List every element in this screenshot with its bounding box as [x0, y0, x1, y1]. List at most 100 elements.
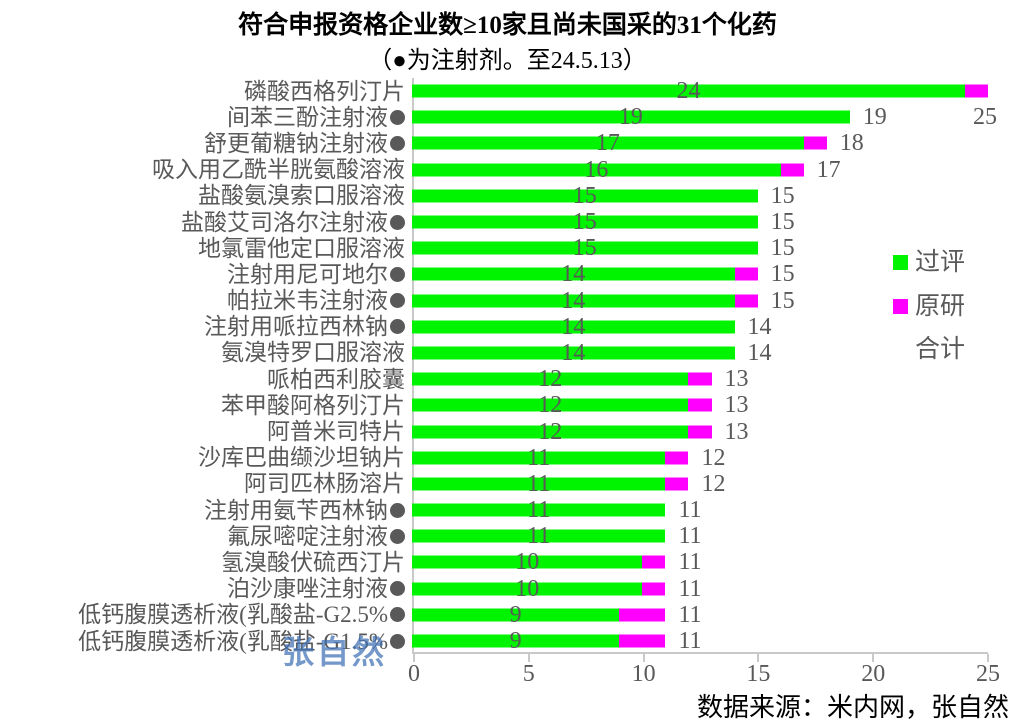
- category-label: 低钙腹膜透析液(乳酸盐-G1.5%: [0, 628, 412, 654]
- category-label-text: 阿司匹林肠溶片: [244, 471, 405, 497]
- category-label: 泊沙康唑注射液: [0, 576, 412, 602]
- injection-dot-icon: [390, 633, 405, 649]
- legend: 过评 原研 合计: [893, 249, 965, 380]
- bar-track: 9 11: [412, 628, 988, 654]
- axis-tick: [872, 654, 875, 662]
- injection-dot-icon: [390, 581, 405, 597]
- category-label-text: 吸入用乙酰半胱氨酸溶液: [152, 157, 405, 183]
- bar-track: 19 19: [412, 104, 988, 130]
- chart-row: 低钙腹膜透析液(乳酸盐-G1.5% 9 11: [0, 628, 988, 654]
- stacked-bar: [412, 398, 988, 412]
- original-bar-segment: [734, 294, 758, 308]
- bar-track: 12 13: [412, 418, 988, 444]
- passed-bar-segment: [412, 477, 666, 491]
- legend-item-total: 合计: [893, 336, 965, 364]
- passed-bar-segment: [412, 582, 643, 596]
- chart-row: 阿司匹林肠溶片 11 12: [0, 471, 988, 497]
- bar-track: 15 15: [412, 183, 988, 209]
- injection-dot-icon: [390, 293, 405, 309]
- category-label-text: 注射用尼可地尔: [227, 261, 388, 287]
- chart-row: 盐酸艾司洛尔注射液 15 15: [0, 209, 988, 235]
- bar-track: 16 17: [412, 157, 988, 183]
- legend-original-label: 原研: [915, 292, 966, 320]
- category-label-text: 苯甲酸阿格列汀片: [221, 392, 405, 418]
- bar-track: 12 13: [412, 392, 988, 418]
- category-label: 磷酸西格列汀片: [0, 78, 412, 104]
- category-label-text: 帕拉米韦注射液: [227, 288, 388, 314]
- chart-row: 苯甲酸阿格列汀片 12 13: [0, 392, 988, 418]
- total-value-label: 12: [701, 444, 726, 471]
- chart-title: 符合申报资格企业数≥10家且尚未国采的31个化药: [238, 12, 777, 39]
- category-label: 苯甲酸阿格列汀片: [0, 392, 412, 418]
- original-bar-segment: [665, 477, 689, 491]
- original-bar-segment: [803, 136, 827, 150]
- category-label: 地氯雷他定口服溶液: [0, 235, 412, 261]
- category-label: 注射用氨苄西林钠: [0, 497, 412, 523]
- original-bar-segment: [619, 634, 666, 648]
- passed-bar-segment: [412, 163, 781, 177]
- category-label-text: 盐酸氨溴索口服溶液: [198, 183, 405, 209]
- passed-bar-segment: [412, 215, 758, 229]
- axis-tick-label: 5: [522, 661, 535, 687]
- total-value-label: 15: [770, 182, 795, 209]
- total-value-label: 25: [973, 104, 997, 131]
- chart-subtitle: （●为注射剂。至24.5.13）: [368, 48, 647, 74]
- category-label-text: 氨溴特罗口服溶液: [221, 340, 405, 366]
- total-value-label: 15: [770, 261, 795, 288]
- legend-passed-label: 过评: [915, 249, 966, 276]
- bar-track: 11 11: [412, 497, 988, 523]
- chart-row: 吸入用乙酰半胱氨酸溶液 16 17: [0, 157, 988, 183]
- category-label-text: 注射用哌拉西林钠: [204, 314, 388, 340]
- total-value-label: 13: [724, 418, 749, 445]
- bar-track: 17 18: [412, 130, 988, 156]
- chart-row: 哌柏西利胶囊 12 13: [0, 366, 988, 392]
- stacked-bar: [412, 215, 988, 229]
- original-swatch-icon: [893, 298, 908, 314]
- stacked-bar: [412, 634, 988, 648]
- axis-tick: [527, 654, 530, 662]
- total-value-label: 11: [678, 497, 702, 524]
- category-label: 低钙腹膜透析液(乳酸盐-G2.5%: [0, 602, 412, 628]
- stacked-bar: [412, 241, 988, 255]
- category-label: 哌柏西利胶囊: [0, 366, 412, 392]
- passed-bar-segment: [412, 267, 735, 281]
- stacked-bar: [412, 425, 988, 439]
- injection-dot-icon: [390, 528, 405, 544]
- category-label: 沙库巴曲缬沙坦钠片: [0, 445, 412, 471]
- legend-item-original: 原研: [893, 293, 965, 321]
- passed-bar-segment: [412, 608, 620, 622]
- passed-bar-segment: [412, 451, 666, 465]
- legend-total-label: 合计: [915, 336, 966, 363]
- original-bar-segment: [780, 163, 804, 177]
- stacked-bar: [412, 372, 988, 386]
- bar-track: 24 25: [412, 78, 997, 129]
- category-label: 阿普米司特片: [0, 418, 412, 444]
- chart-row: 阿普米司特片 12 13: [0, 418, 988, 444]
- chart-row: 磷酸西格列汀片 24 25: [0, 78, 997, 129]
- axis-tick-label: 15: [746, 661, 771, 687]
- injection-dot-icon: [390, 319, 405, 335]
- category-label: 氢溴酸伏硫西汀片: [0, 549, 412, 575]
- passed-bar-segment: [412, 241, 758, 255]
- category-label: 注射用尼可地尔: [0, 261, 412, 287]
- total-value-label: 13: [724, 392, 749, 419]
- original-bar-segment: [688, 425, 712, 439]
- bar-track: 15 15: [412, 209, 988, 235]
- total-value-label: 14: [747, 313, 772, 340]
- total-value-label: 11: [678, 575, 702, 602]
- chart-row: 帕拉米韦注射液 14 15: [0, 288, 988, 314]
- chart-row: 注射用哌拉西林钠 14 14: [0, 314, 988, 340]
- original-bar-segment: [964, 84, 988, 98]
- total-value-label: 15: [770, 287, 795, 314]
- chart-row: 注射用尼可地尔 14 15: [0, 261, 988, 287]
- category-label-text: 注射用氨苄西林钠: [204, 497, 388, 523]
- category-label: 吸入用乙酰半胱氨酸溶液: [0, 157, 412, 183]
- original-bar-segment: [619, 608, 666, 622]
- total-value-label: 12: [701, 470, 726, 497]
- axis-tick: [757, 654, 760, 662]
- passed-bar-segment: [412, 294, 735, 308]
- stacked-bar: [412, 477, 988, 491]
- axis-tick: [642, 654, 645, 662]
- total-value-label: 19: [862, 104, 887, 131]
